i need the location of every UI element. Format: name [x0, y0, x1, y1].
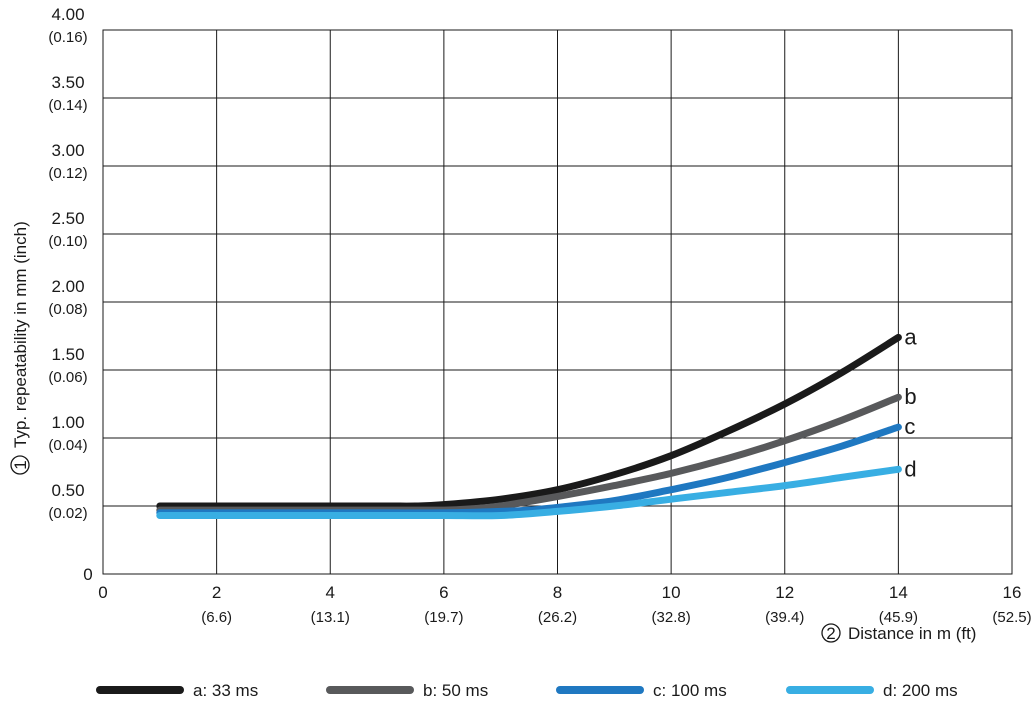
y-tick-sublabel: (0.08): [48, 301, 87, 318]
curve-label-c: c: [904, 414, 915, 439]
x-tick-label: 12: [775, 583, 794, 602]
y-tick-label: 0.50: [51, 481, 84, 500]
y-tick-label: 0: [83, 565, 92, 584]
x-tick-sublabel: (39.4): [765, 609, 804, 626]
y-tick-sublabel: (0.02): [48, 505, 87, 522]
x-axis-marker: 2: [826, 624, 835, 643]
series-line-a: [156, 333, 902, 510]
y-axis-title: 1 Typ. repeatability in mm (inch): [10, 221, 30, 475]
y-tick-label: 4.00: [51, 5, 84, 24]
x-tick-label: 4: [326, 583, 335, 602]
legend-label-b: b: 50 ms: [423, 681, 488, 700]
x-tick-sublabel: (19.7): [424, 609, 463, 626]
legend-label-d: d: 200 ms: [883, 681, 958, 700]
x-tick-sublabel: (32.8): [652, 609, 691, 626]
x-axis-marker-circle: [821, 623, 841, 643]
x-tick-label: 2: [212, 583, 221, 602]
x-tick-sublabel: (6.6): [201, 609, 232, 626]
y-tick-sublabel: (0.16): [48, 29, 87, 46]
x-tick-sublabel: (26.2): [538, 609, 577, 626]
x-tick-label: 6: [439, 583, 448, 602]
series-line-d: [156, 465, 902, 520]
x-tick-sublabel: (13.1): [311, 609, 350, 626]
curve-label-b: b: [904, 384, 916, 409]
x-axis-title: 2 Distance in m (ft): [821, 623, 976, 643]
y-axis-marker-circle: [10, 455, 30, 475]
x-tick-sublabel: (45.9): [879, 609, 918, 626]
y-tick-label: 3.00: [51, 141, 84, 160]
x-tick-label: 16: [1003, 583, 1022, 602]
y-tick-sublabel: (0.04): [48, 437, 87, 454]
y-tick-label: 2.50: [51, 209, 84, 228]
y-tick-sublabel: (0.06): [48, 369, 87, 386]
curve-labels: a bcd: [904, 324, 917, 481]
y-axis-marker: 1: [11, 460, 30, 469]
y-tick-sublabel: (0.14): [48, 97, 87, 114]
y-tick-label: 2.00: [51, 277, 84, 296]
legend-label-c: c: 100 ms: [653, 681, 727, 700]
curve-label-d: d: [904, 456, 916, 481]
legend: a: 33 ms b: 50 ms c: 100 ms d: 200 ms: [96, 681, 958, 700]
y-tick-label: 1.00: [51, 413, 84, 432]
y-tick-label: 1.50: [51, 345, 84, 364]
curve-label-a: a: [904, 324, 917, 349]
y-tick-label: 3.50: [51, 73, 84, 92]
series-lines: [156, 333, 902, 520]
legend-label-a: a: 33 ms: [193, 681, 258, 700]
x-tick-label: 8: [553, 583, 562, 602]
y-tick-sublabel: (0.12): [48, 165, 87, 182]
y-tick-sublabel: (0.10): [48, 233, 87, 250]
tick-labels: 0 2 (6.6) 4 (13.1) 6 (19.7) 8 (26.2) 10 (32.8) 12 (3…: [48, 5, 1031, 626]
x-tick-label: 14: [889, 583, 908, 602]
y-axis-label: Typ. repeatability in mm (inch): [11, 221, 30, 448]
x-tick-label: 10: [662, 583, 681, 602]
x-tick-sublabel: (52.5): [992, 609, 1031, 626]
x-axis-label: Distance in m (ft): [848, 624, 976, 643]
x-tick-label: 0: [98, 583, 107, 602]
